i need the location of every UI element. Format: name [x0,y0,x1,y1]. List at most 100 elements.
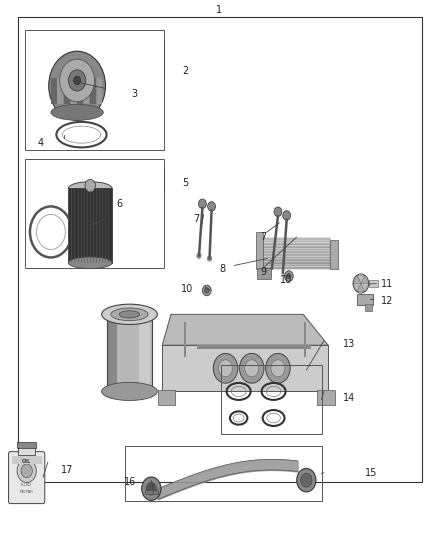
Circle shape [60,59,95,102]
Circle shape [283,211,290,220]
Circle shape [85,179,95,192]
Bar [317,390,335,405]
Circle shape [146,482,156,495]
Circle shape [49,51,106,120]
Text: 7: 7 [261,232,267,243]
Bar [18,447,35,455]
Ellipse shape [119,311,140,318]
Circle shape [205,288,209,293]
Text: OIL: OIL [22,458,31,464]
Bar [25,30,164,150]
Bar [77,78,83,104]
Text: 3: 3 [132,88,138,99]
Text: MOPAR: MOPAR [20,490,34,494]
Text: 10: 10 [280,275,293,285]
Text: 16: 16 [124,477,136,487]
Bar [64,78,70,104]
Circle shape [74,76,81,85]
Polygon shape [361,275,369,284]
Circle shape [245,360,259,377]
Ellipse shape [111,308,148,321]
Bar [369,280,378,287]
Polygon shape [353,284,361,292]
Bar [263,254,330,256]
Bar [57,78,63,104]
Text: 7: 7 [193,214,199,224]
Text: 8: 8 [219,264,226,274]
Bar [125,446,321,502]
Text: 5: 5 [182,178,188,188]
Polygon shape [357,284,365,292]
Circle shape [142,477,161,500]
Bar [221,365,321,434]
Bar [263,260,330,263]
Circle shape [208,201,215,211]
Bar [139,314,150,391]
Ellipse shape [68,182,112,195]
Bar [18,17,422,482]
Text: 11: 11 [381,279,393,289]
Circle shape [17,459,36,482]
Bar [51,78,57,104]
Bar [263,266,330,269]
Bar [162,345,328,391]
Circle shape [240,353,264,383]
Text: 15: 15 [365,468,378,478]
Text: FLUID: FLUID [21,483,32,487]
Circle shape [213,353,238,383]
Bar [90,78,96,104]
Text: 13: 13 [343,338,356,349]
Circle shape [219,360,233,377]
FancyBboxPatch shape [9,451,45,504]
Bar [263,247,330,250]
Ellipse shape [51,104,103,120]
Bar [68,188,112,263]
Circle shape [266,353,290,383]
Bar [68,188,112,263]
Bar [263,251,330,253]
Circle shape [300,473,312,487]
Ellipse shape [102,382,157,400]
Circle shape [207,256,212,261]
Bar [263,257,330,260]
Circle shape [202,285,211,296]
Circle shape [274,207,282,216]
Circle shape [197,253,201,259]
Ellipse shape [68,257,112,269]
Bar [107,314,152,391]
Polygon shape [357,275,365,284]
Polygon shape [162,314,328,345]
Bar [330,240,338,269]
Text: 4: 4 [38,138,44,148]
Text: 17: 17 [61,465,73,474]
Polygon shape [353,275,361,284]
Bar [107,314,152,391]
Bar [145,490,158,494]
Circle shape [285,271,293,281]
Text: 2: 2 [182,66,188,76]
Bar [12,456,42,464]
Circle shape [271,360,285,377]
Bar [97,78,102,104]
Text: 6: 6 [117,199,123,209]
Bar [258,268,271,279]
Bar [256,232,263,269]
Circle shape [297,469,316,492]
Circle shape [21,464,32,478]
Bar [304,322,306,357]
Bar [263,238,330,240]
Bar [158,390,175,405]
Bar [197,345,311,349]
Bar [365,304,372,311]
Text: 14: 14 [343,393,356,403]
Bar [263,263,330,266]
Bar [184,322,186,357]
Text: 1: 1 [216,5,222,15]
Bar [263,241,330,244]
Text: 10: 10 [180,285,193,294]
Bar [84,78,89,104]
Circle shape [198,199,206,208]
Bar [263,244,330,247]
Text: 9: 9 [261,267,267,277]
Ellipse shape [102,304,157,325]
